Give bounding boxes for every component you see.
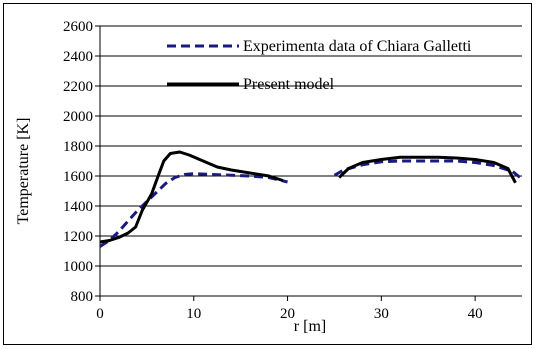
legend-label-model: Present model <box>243 76 335 93</box>
x-tick-label: 30 <box>374 306 389 322</box>
series-experimental-line-0 <box>99 172 288 248</box>
y-tick-label: 1000 <box>63 259 93 275</box>
y-axis-ticks: 800 1000 1200 1400 1600 1800 2000 2200 2400 2600 <box>63 19 100 305</box>
y-tick-label: 2400 <box>63 49 93 65</box>
series-model-line-0 <box>99 150 284 244</box>
y-tick-label: 800 <box>71 289 94 305</box>
x-tick-label: 0 <box>96 306 104 322</box>
y-axis-title: Temperature [K] <box>15 118 32 225</box>
series-model-line-1 <box>338 155 517 184</box>
series-layer <box>99 150 523 248</box>
legend: Experimenta data of Chiara Galletti Pres… <box>167 38 472 93</box>
x-axis-title: r [m] <box>294 318 326 335</box>
gridlines <box>100 25 522 267</box>
x-tick-label: 10 <box>186 306 201 322</box>
y-tick-label: 1600 <box>63 169 93 185</box>
y-tick-label: 1800 <box>63 139 93 155</box>
x-tick-label: 20 <box>280 306 295 322</box>
y-tick-label: 2200 <box>63 79 93 95</box>
x-tick-label: 40 <box>468 306 483 322</box>
y-tick-label: 1400 <box>63 199 93 215</box>
y-tick-label: 2600 <box>63 19 93 35</box>
legend-label-experimental: Experimenta data of Chiara Galletti <box>243 38 472 55</box>
y-tick-label: 2000 <box>63 109 93 125</box>
x-axis-ticks: 0 10 20 30 40 <box>96 296 483 322</box>
y-tick-label: 1200 <box>63 229 93 245</box>
plot-area: 800100012001400160018002000220024002600 … <box>63 19 523 322</box>
